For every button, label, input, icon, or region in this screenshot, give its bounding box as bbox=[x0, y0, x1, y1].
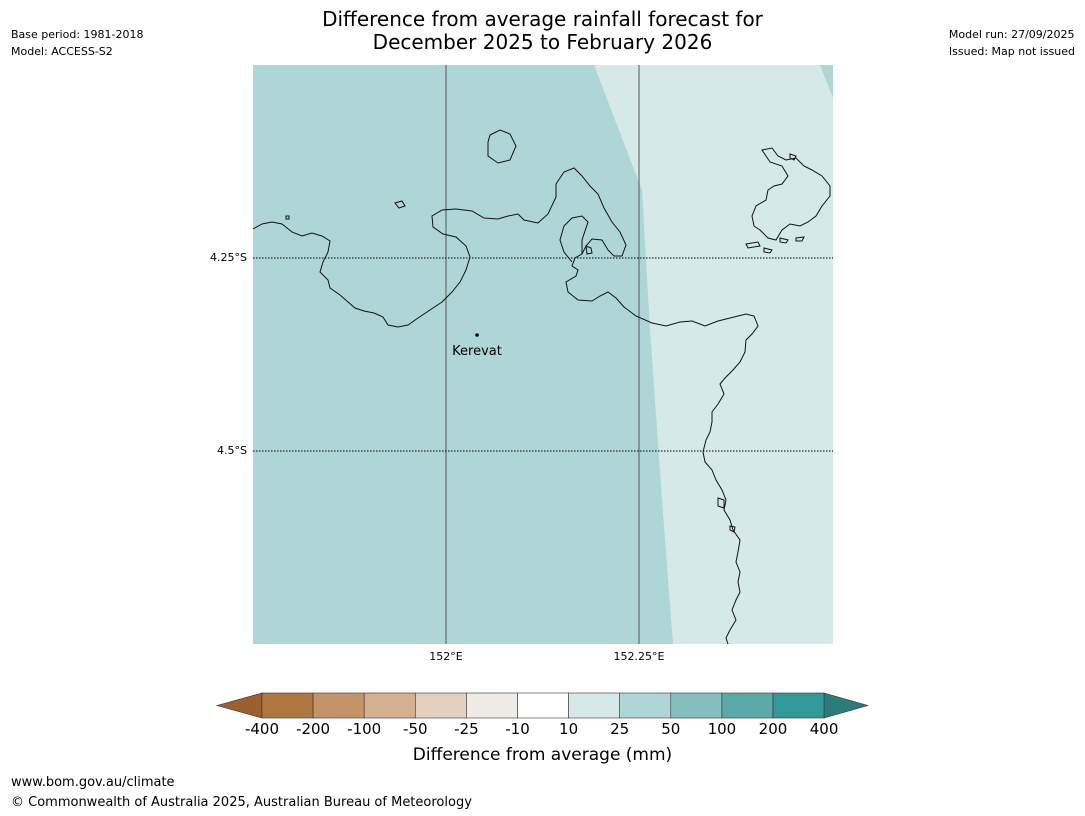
meta-left: Base period: 1981-2018 Model: ACCESS-S2 bbox=[11, 26, 143, 60]
islet-8 bbox=[789, 153, 797, 161]
colorbar-tick-label: 200 bbox=[758, 720, 788, 738]
islet-3 bbox=[285, 215, 290, 220]
colorbar-segment bbox=[312, 692, 365, 719]
islet-2 bbox=[585, 245, 593, 255]
islet-7 bbox=[795, 236, 805, 242]
colorbar-tick-label: 10 bbox=[559, 720, 579, 738]
colorbar-segment bbox=[568, 692, 620, 719]
duke-of-york-islands bbox=[751, 147, 831, 241]
colorbar-tick-label: -50 bbox=[403, 720, 428, 738]
title-line-1: Difference from average rainfall forecas… bbox=[322, 7, 763, 31]
title-line-2: December 2025 to February 2026 bbox=[372, 30, 713, 54]
footer-url[interactable]: www.bom.gov.au/climate bbox=[11, 775, 175, 790]
colorbar-segment bbox=[517, 692, 569, 719]
colorbar-extend-low bbox=[215, 692, 263, 719]
colorbar-tick-label: 50 bbox=[661, 720, 681, 738]
island-north bbox=[487, 129, 517, 164]
lat-label-4-25: 4.25°S bbox=[210, 251, 247, 264]
colorbar bbox=[215, 692, 870, 719]
model-run-text: Model run: 27/09/2025 bbox=[948, 28, 1075, 41]
islet-5 bbox=[763, 247, 773, 254]
colorbar-tick-label: -200 bbox=[296, 720, 331, 738]
islet-10 bbox=[729, 525, 736, 533]
colorbar-segment bbox=[414, 692, 467, 719]
colorbar-segment bbox=[466, 692, 518, 719]
colorbar-tick-label: -10 bbox=[505, 720, 530, 738]
meta-right: Model run: 27/09/2025 Issued: Map not is… bbox=[949, 26, 1075, 60]
colorbar-segment bbox=[721, 692, 774, 719]
colorbar-tick-label: -400 bbox=[244, 720, 280, 738]
coast-inner-bay bbox=[559, 215, 589, 263]
colorbar-segment bbox=[619, 692, 672, 719]
kerevat-label: Kerevat bbox=[452, 344, 502, 359]
colorbar-segment bbox=[772, 692, 825, 719]
colorbar-tick-label: 400 bbox=[809, 720, 839, 738]
islet-4 bbox=[745, 241, 761, 249]
colorbar-tick-label: 100 bbox=[707, 720, 737, 738]
model-text: Model: ACCESS-S2 bbox=[11, 45, 113, 58]
colorbar-segment bbox=[670, 692, 723, 719]
islet-9 bbox=[717, 497, 725, 509]
colorbar-extend-high bbox=[823, 692, 870, 719]
colorbar-segment bbox=[363, 692, 416, 719]
kerevat-marker bbox=[475, 333, 479, 337]
lon-label-152-25: 152.25°E bbox=[613, 650, 665, 663]
footer-copyright: © Commonwealth of Australia 2025, Austra… bbox=[11, 795, 472, 810]
lat-label-4-5: 4.5°S bbox=[217, 444, 247, 457]
islet-1 bbox=[394, 200, 406, 209]
colorbar-title: Difference from average (mm) bbox=[412, 745, 673, 765]
base-period-text: Base period: 1981-2018 bbox=[11, 28, 144, 41]
issued-text: Issued: Map not issued bbox=[948, 45, 1075, 58]
colorbar-segment bbox=[261, 692, 314, 719]
colorbar-tick-label: 25 bbox=[610, 720, 630, 738]
map-title: Difference from average rainfall forecas… bbox=[0, 8, 1085, 54]
lon-label-152: 152°E bbox=[429, 650, 463, 663]
region-10-to-25 bbox=[594, 65, 833, 644]
colorbar-tick-label: -25 bbox=[454, 720, 479, 738]
colorbar-tick-label: -100 bbox=[347, 720, 382, 738]
coast-main bbox=[252, 167, 759, 645]
coastlines bbox=[252, 129, 831, 645]
islet-6 bbox=[779, 237, 789, 244]
